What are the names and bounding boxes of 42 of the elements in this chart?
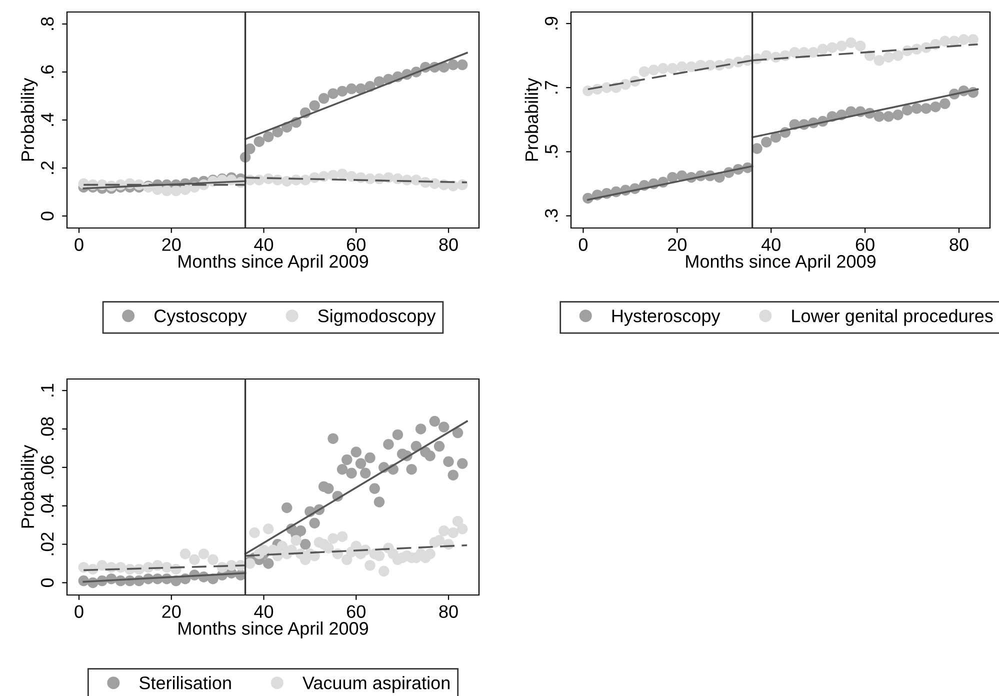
y-tick-label: .04	[40, 494, 54, 517]
y-tick-label: .02	[40, 532, 54, 556]
y-tick-label: .4	[41, 113, 54, 126]
y-axis-title: Probability	[20, 444, 38, 528]
x-axis-title: Months since April 2009	[178, 254, 368, 272]
y-axis-title: Probability	[20, 78, 38, 161]
x-tick-label: 40	[254, 238, 274, 251]
x-tick-label: 20	[668, 238, 686, 251]
legend-label: Vacuum aspiration	[302, 676, 450, 693]
x-tick-label: 0	[578, 238, 588, 251]
x-tick-label: 60	[347, 605, 366, 618]
x-axis-title: Months since April 2009	[178, 622, 368, 638]
x-tick-label: 40	[761, 238, 780, 251]
y-tick-label: .7	[545, 81, 558, 94]
x-tick-label: 60	[856, 238, 874, 251]
y-axis-title: Probability	[524, 78, 542, 161]
x-tick-label: 60	[347, 238, 366, 251]
x-tick-label: 40	[254, 605, 274, 618]
y-tick-label: .5	[545, 144, 558, 158]
y-tick-label: .2	[40, 161, 54, 174]
y-tick-label: .06	[40, 456, 54, 478]
x-tick-label: 0	[74, 605, 84, 618]
x-tick-label: 80	[439, 238, 458, 251]
legend-label: Hysteroscopy	[612, 310, 720, 326]
y-tick-label: .6	[40, 65, 54, 78]
y-tick-label: .1	[41, 384, 54, 396]
y-tick-label: .3	[544, 209, 558, 222]
x-tick-label: 80	[950, 238, 968, 251]
x-axis-title: Months since April 2009	[686, 254, 876, 272]
x-tick-label: 20	[162, 238, 181, 251]
y-tick-label: .9	[544, 16, 558, 30]
legend-label: Sterilisation	[140, 676, 231, 690]
x-tick-label: 20	[162, 605, 181, 618]
x-tick-label: 0	[74, 238, 84, 251]
y-tick-label: .8	[40, 17, 54, 30]
x-tick-label: 80	[439, 605, 458, 618]
y-tick-label: .08	[40, 417, 54, 440]
legend-label: Lower genital procedures	[792, 309, 993, 326]
legend-label: Sigmodoscopy	[318, 309, 436, 326]
y-tick-label: 0	[40, 578, 54, 588]
y-tick-label: 0	[40, 212, 54, 220]
legend-label: Cystoscopy	[154, 310, 247, 326]
